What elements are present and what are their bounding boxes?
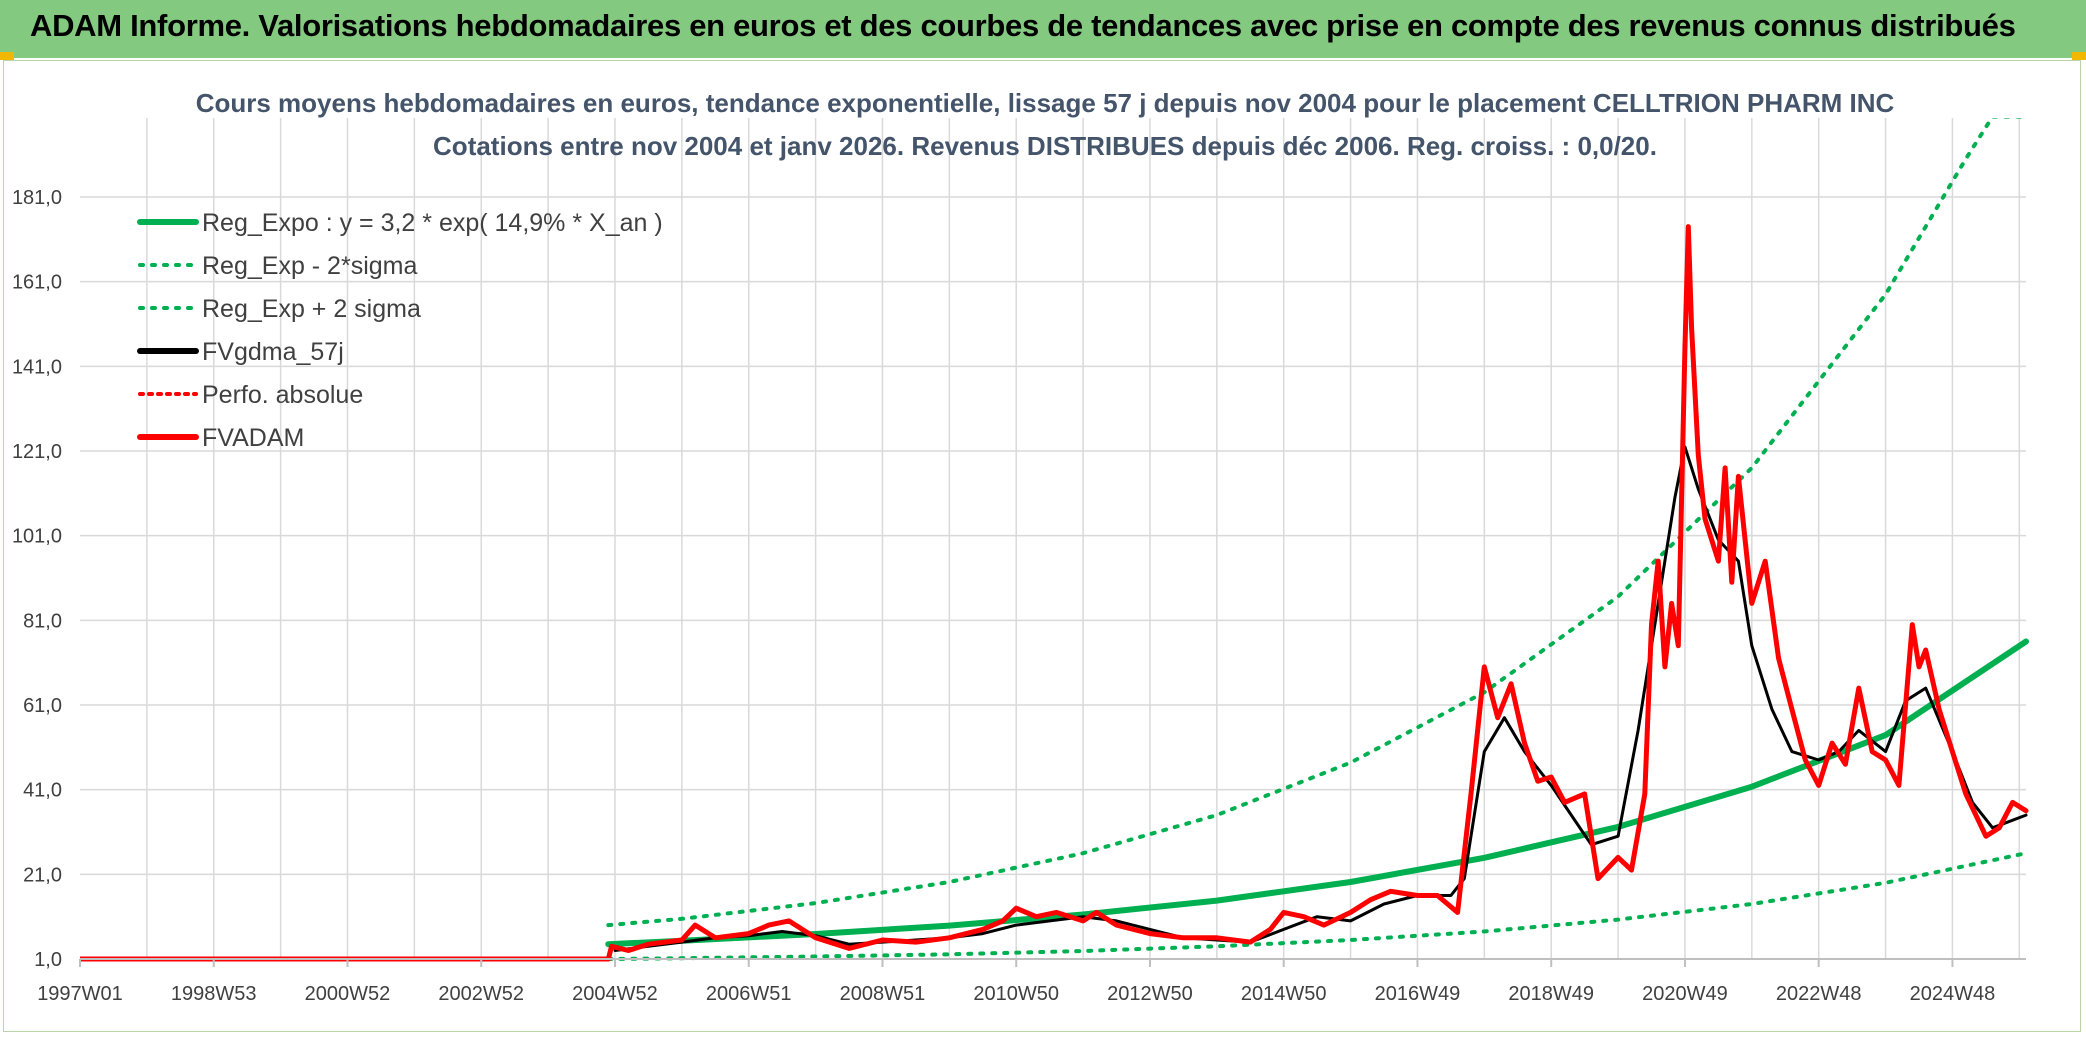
report-title: ADAM Informe. Valorisations hebdomadaire…	[30, 8, 2016, 43]
x-tick-label: 2006W51	[706, 983, 792, 1005]
y-tick-label: 181,0	[12, 187, 62, 209]
series-line-1	[606, 851, 2028, 961]
x-tick-label: 1997W01	[37, 983, 123, 1005]
header-corner-right	[2072, 52, 2086, 60]
x-tick-label: 2014W50	[1241, 983, 1327, 1005]
y-tick-label: 41,0	[23, 780, 62, 802]
chart-subtitle: Cotations entre nov 2004 et janv 2026. R…	[433, 131, 1657, 161]
x-tick-label: 2002W52	[438, 983, 524, 1005]
x-tick-label: 2018W49	[1508, 983, 1594, 1005]
series-layer	[80, 118, 2029, 962]
x-tick-label: 2020W49	[1642, 983, 1728, 1005]
chart-frame	[3, 60, 2081, 1032]
x-tick-label: 2016W49	[1375, 983, 1461, 1005]
y-tick-label: 121,0	[12, 441, 62, 463]
legend-label-1: Reg_Exp - 2*sigma	[202, 252, 417, 280]
series-line-2	[606, 118, 2028, 928]
legend-label-3: FVgdma_57j	[202, 338, 344, 366]
x-tick-label: 2012W50	[1107, 983, 1193, 1005]
x-tick-label: 2008W51	[840, 983, 926, 1005]
series-line-0	[605, 638, 2029, 948]
header-corner-left	[0, 52, 14, 60]
legend-label-4: Perfo. absolue	[202, 381, 363, 409]
legend-label-5: FVADAM	[202, 424, 304, 452]
x-tick-label: 2004W52	[572, 983, 658, 1005]
y-tick-label: 81,0	[23, 610, 62, 632]
y-tick-label: 61,0	[23, 695, 62, 717]
report-header: ADAM Informe. Valorisations hebdomadaire…	[0, 0, 2086, 58]
y-tick-label: 161,0	[12, 272, 62, 294]
x-tick-label: 2022W48	[1776, 983, 1862, 1005]
legend-label-2: Reg_Exp + 2 sigma	[202, 295, 421, 323]
y-tick-label: 101,0	[12, 526, 62, 548]
x-tick-label: 1998W53	[171, 983, 257, 1005]
legend-label-0: Reg_Expo : y = 3,2 * exp( 14,9% * X_an )	[202, 209, 663, 237]
y-tick-label: 141,0	[12, 356, 62, 378]
y-tick-label: 1,0	[34, 949, 62, 971]
x-tick-label: 2010W50	[973, 983, 1059, 1005]
x-tick-label: 2024W48	[1910, 983, 1996, 1005]
y-tick-label: 21,0	[23, 864, 62, 886]
x-tick-label: 2000W52	[305, 983, 391, 1005]
axes: 1,0 21,0 41,0 61,0 81,0 101,0 121,0 141,0 161,0 1…	[12, 187, 2026, 1005]
chart-title: Cours moyens hebdomadaires en euros, ten…	[196, 88, 1895, 118]
legend: Reg_Expo : y = 3,2 * exp( 14,9% * X_an )…	[137, 209, 663, 452]
series-line-5	[80, 224, 2029, 962]
